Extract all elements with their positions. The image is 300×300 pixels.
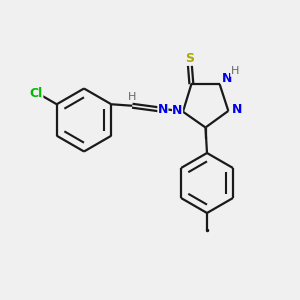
Text: Cl: Cl — [29, 87, 43, 100]
Text: S: S — [185, 52, 194, 65]
Text: N: N — [158, 103, 168, 116]
Text: N: N — [232, 103, 242, 116]
Text: H: H — [128, 92, 136, 102]
Text: N: N — [172, 104, 183, 117]
Text: H: H — [230, 67, 239, 76]
Text: N: N — [222, 72, 232, 85]
